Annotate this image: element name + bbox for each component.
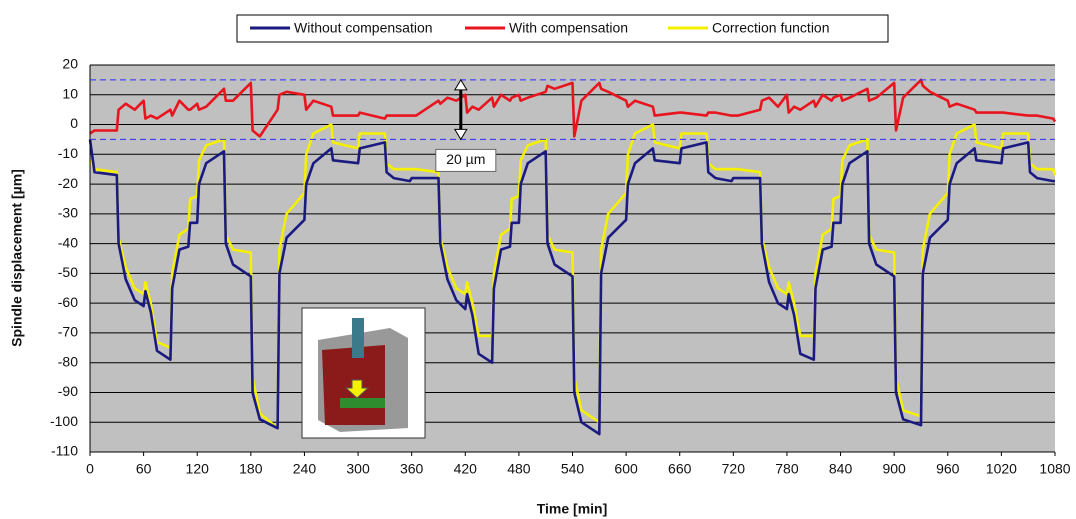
x-tick-label: 0 [86, 461, 94, 477]
y-tick-label: -100 [50, 413, 78, 429]
legend: Without compensation With compensation Cor… [250, 20, 830, 36]
x-tick-label: 120 [186, 461, 210, 477]
grid [90, 64, 1055, 453]
y-tick-label: 10 [62, 85, 78, 101]
axes: -110-100-90-80-70-60-50-40-30-20-1001020… [50, 56, 1071, 477]
y-tick-label: -70 [58, 324, 78, 340]
legend-label: Correction function [712, 20, 830, 36]
x-tick-label: 1020 [986, 461, 1017, 477]
inset-spindle [352, 318, 364, 358]
inset-image [301, 307, 426, 439]
legend-box [236, 14, 889, 43]
series-line [88, 139, 1055, 436]
y-tick-label: -90 [58, 383, 78, 399]
x-tick-label: 900 [882, 461, 906, 477]
y-tick-label: -40 [58, 234, 78, 250]
x-tick-label: 60 [136, 461, 152, 477]
y-tick-label: -110 [51, 443, 78, 459]
y-tick-label: -50 [58, 264, 78, 280]
y-axis-label: Spindle displacement [µm] [9, 169, 25, 347]
y-tick-label: 0 [70, 115, 78, 131]
inset-arrow [344, 379, 370, 399]
legend-label: With compensation [509, 20, 628, 36]
y-tick-label: -10 [58, 145, 78, 161]
y-tick-label: -60 [58, 294, 78, 310]
y-tick-label: -20 [58, 175, 78, 191]
arrow-head [453, 128, 468, 141]
x-tick-label: 540 [561, 461, 585, 477]
y-tick-label: -80 [58, 353, 78, 369]
y-tick-label: -30 [58, 205, 78, 221]
x-tick-label: 180 [239, 461, 263, 477]
x-tick-label: 660 [668, 461, 692, 477]
x-tick-label: 780 [775, 461, 799, 477]
arrow-head [453, 78, 468, 91]
x-axis-label: Time [min] [537, 501, 608, 517]
x-tick-label: 720 [722, 461, 746, 477]
x-tick-label: 360 [400, 461, 424, 477]
x-tick-label: 420 [454, 461, 478, 477]
x-tick-label: 480 [507, 461, 531, 477]
lines [88, 78, 1057, 436]
annotation-label: 20 µm [446, 151, 485, 167]
x-tick-label: 240 [293, 461, 317, 477]
inset-table [340, 398, 385, 408]
x-tick-label: 1080 [1039, 461, 1070, 477]
x-tick-label: 600 [614, 461, 638, 477]
series-line [89, 78, 1057, 138]
y-tick-label: 20 [62, 56, 78, 72]
x-tick-label: 840 [829, 461, 853, 477]
x-tick-label: 960 [936, 461, 960, 477]
annotation-box [435, 148, 497, 172]
legend-label: Without compensation [294, 20, 433, 36]
x-tick-label: 300 [346, 461, 370, 477]
